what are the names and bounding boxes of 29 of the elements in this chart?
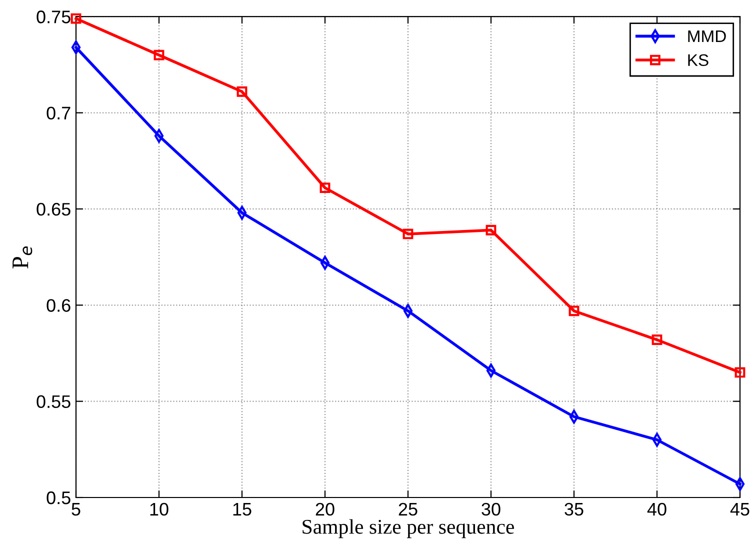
point: [735, 477, 745, 491]
y-tick-label: 0.75: [36, 10, 70, 24]
y-tick-label: 0.65: [36, 202, 70, 216]
point: [652, 334, 662, 345]
x-tick-label: 25: [398, 502, 418, 516]
point: [236, 86, 248, 97]
x-tick-label: 40: [647, 502, 666, 516]
x-tick-label: 5: [72, 503, 80, 516]
point: [734, 367, 746, 378]
point: [486, 224, 496, 236]
x-axis-title: Sample size per sequence: [302, 519, 514, 538]
y-tick-label: 0.6: [46, 299, 70, 312]
x-tick-label: 10: [150, 502, 168, 516]
point: [402, 228, 414, 240]
point: [154, 50, 164, 60]
x-tick-label: 15: [233, 503, 252, 516]
y-tick-label: 0.55: [36, 395, 70, 408]
point: [486, 364, 496, 378]
y-axis-title: P$_{e}$: [12, 246, 32, 269]
y-tick-label: 0.5: [46, 491, 70, 504]
legend-label: MMD: [688, 30, 726, 42]
legend-label: KS: [688, 54, 708, 66]
point: [320, 182, 330, 194]
x-tick-label: 35: [564, 502, 584, 516]
y-tick-label: 0.7: [46, 106, 70, 120]
x-tick-label: 30: [482, 502, 500, 516]
x-tick-label: 20: [316, 502, 334, 516]
x-tick-label: 45: [730, 503, 750, 516]
point: [568, 306, 580, 316]
